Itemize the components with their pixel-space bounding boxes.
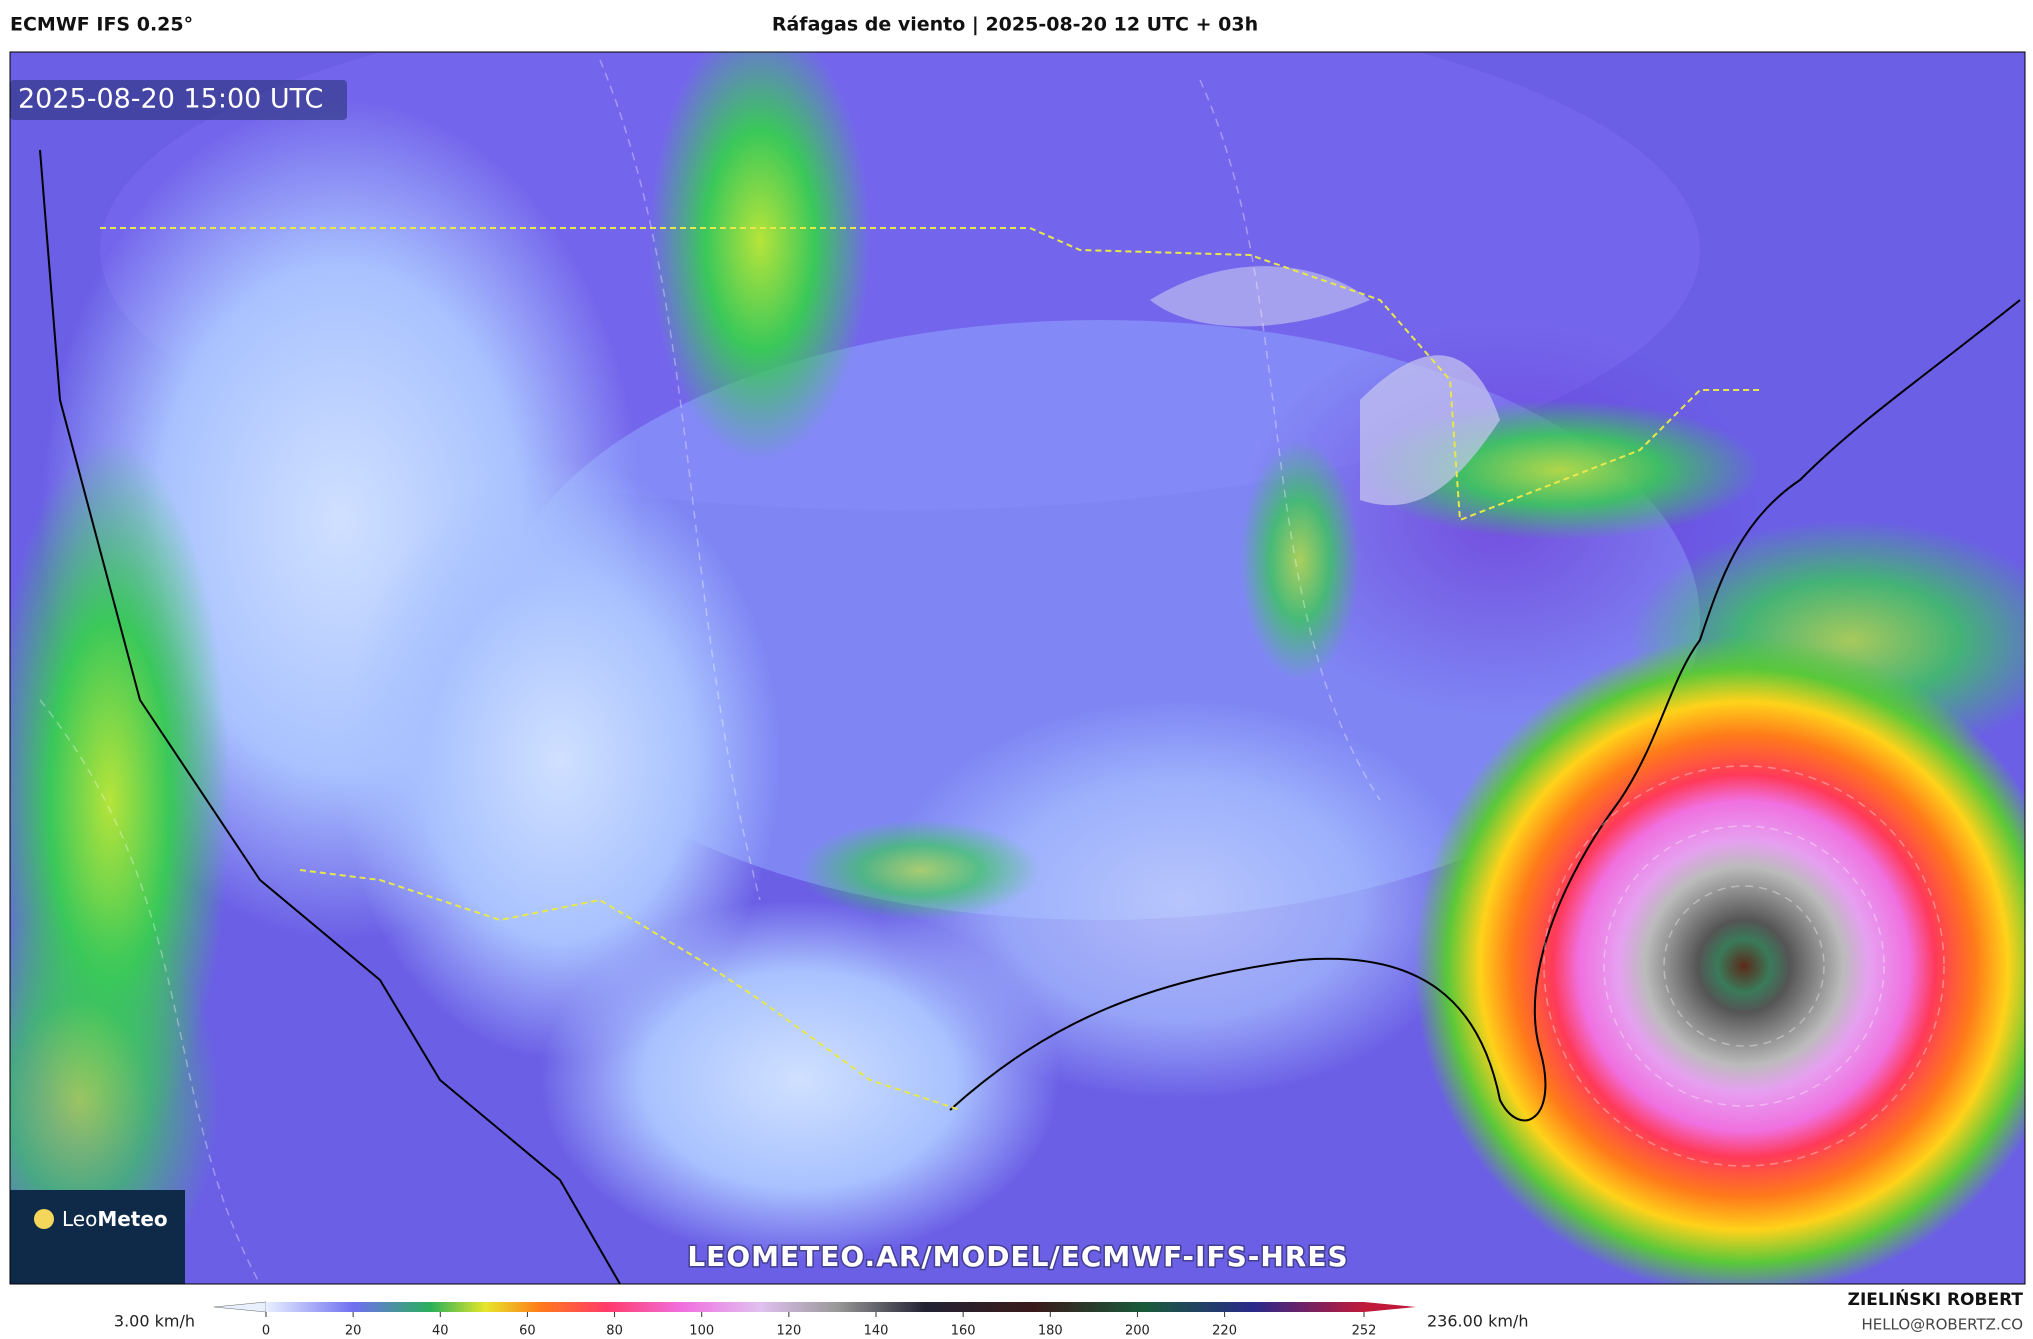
logo-light: Leo [62,1207,97,1231]
map-frame [9,51,2026,1285]
colorbar-min-label: 3.00 km/h [114,1312,195,1331]
colorbar-tick-label: 80 [606,1324,623,1339]
credit-email: HELLO@ROBERTZ.CO [1861,1316,2023,1334]
isobars [39,59,1945,1284]
timestamp-box [10,80,347,120]
credit-name: ZIELIŃSKI ROBERT [1848,1288,2024,1310]
watermark: LEOMETEO.AR/MODEL/ECMWF-IFS-HRES [687,1240,1348,1273]
logo-sun [34,1209,54,1229]
colorbar-tick-label: 40 [432,1324,449,1339]
colorbar: 3.00 km/h 236.00 km/h 0 20 40 60 80 100 120 140… [114,1301,1528,1339]
colorbar-tick-label: 180 [1038,1324,1063,1339]
colorbar-under [213,1301,267,1313]
colorbar-over [1364,1302,1416,1312]
map-title: Ráfagas de viento | 2025-08-20 12 UTC + … [772,14,1258,36]
model-name: ECMWF IFS 0.25° [10,14,193,36]
colorbar-tick-label: 100 [689,1324,714,1339]
logo-box [10,1190,185,1284]
colorbar-tick-label: 200 [1125,1324,1150,1339]
colorbar-max-label: 236.00 km/h [1427,1312,1528,1331]
colorbar-tick-label: 160 [951,1324,976,1339]
logo-bold: Meteo [97,1207,167,1231]
colorbar-tick-label: 60 [519,1324,536,1339]
colorbar-tick-label: 120 [776,1324,801,1339]
colorbar-tick-label: 140 [864,1324,889,1339]
valid-time: 2025-08-20 15:00 UTC [18,84,323,115]
colorbar-tick-label: 20 [345,1324,362,1339]
colorbar-tick-label: 252 [1352,1324,1377,1339]
colorbar-tick-label: 220 [1212,1324,1237,1339]
logo-text: LeoMeteo [62,1207,168,1231]
colorbar-ramp [266,1302,1364,1312]
wind-field: 2025-08-20 15:00 UTC LEOMETEO.AR/MODEL/E… [10,52,2025,1284]
colorbar-tick-label: 0 [262,1324,270,1339]
